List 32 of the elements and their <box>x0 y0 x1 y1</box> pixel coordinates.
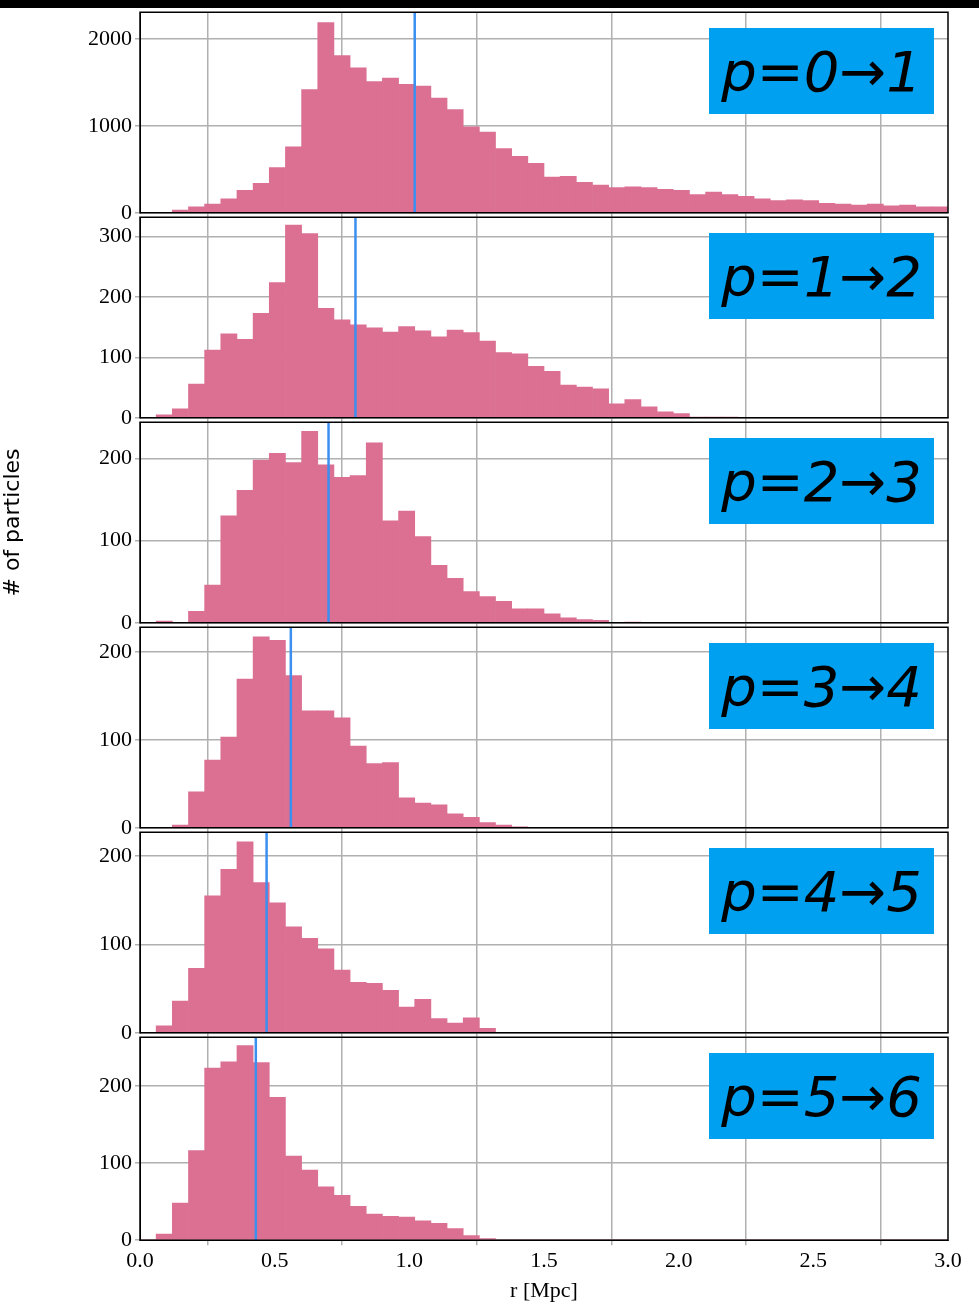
y-tick-label: 0 <box>121 813 132 839</box>
x-tick-label: 0.5 <box>260 1247 289 1273</box>
y-tick-label: 200 <box>99 444 132 470</box>
y-tick-label: 0 <box>121 608 132 634</box>
annotation: p=3→4 <box>709 643 934 729</box>
annotation: p=0→1 <box>709 28 934 114</box>
y-axis-title: # of particles <box>0 448 24 597</box>
x-tick-label: 3.0 <box>934 1247 962 1273</box>
x-axis-title: r [Mpc] <box>510 1276 578 1302</box>
y-tick-label: 100 <box>99 343 132 369</box>
x-tick-label: 1.0 <box>395 1247 424 1273</box>
y-tick-label: 2000 <box>88 24 132 50</box>
annotation: p=1→2 <box>709 233 934 319</box>
y-tick-label: 0 <box>121 403 132 429</box>
y-tick-label: 300 <box>99 222 132 248</box>
y-tick-label: 0 <box>121 1018 132 1044</box>
y-tick-label: 200 <box>99 282 132 308</box>
annotation: p=5→6 <box>709 1053 934 1139</box>
y-tick-label: 100 <box>99 930 132 956</box>
y-tick-label: 100 <box>99 526 132 552</box>
x-tick-label: 1.5 <box>530 1247 558 1273</box>
x-tick-label: 2.5 <box>799 1247 828 1273</box>
y-tick-label: 200 <box>99 841 132 867</box>
y-tick-label: 200 <box>99 637 132 663</box>
y-tick-label: 100 <box>99 725 132 751</box>
annotation: p=2→3 <box>709 438 934 524</box>
y-tick-label: 200 <box>99 1071 132 1097</box>
y-tick-label: 100 <box>99 1148 132 1174</box>
y-tick-label: 0 <box>121 198 132 224</box>
annotation: p=4→5 <box>709 848 934 934</box>
y-tick-label: 1000 <box>88 111 132 137</box>
x-tick-label: 2.0 <box>664 1247 693 1273</box>
